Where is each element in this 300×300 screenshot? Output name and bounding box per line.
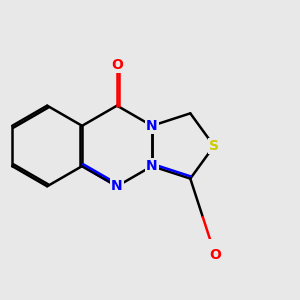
Text: N: N	[146, 119, 158, 133]
Text: O: O	[209, 248, 221, 262]
Text: N: N	[111, 179, 123, 193]
Text: N: N	[146, 159, 158, 173]
Text: S: S	[209, 139, 219, 153]
Text: O: O	[111, 58, 123, 72]
